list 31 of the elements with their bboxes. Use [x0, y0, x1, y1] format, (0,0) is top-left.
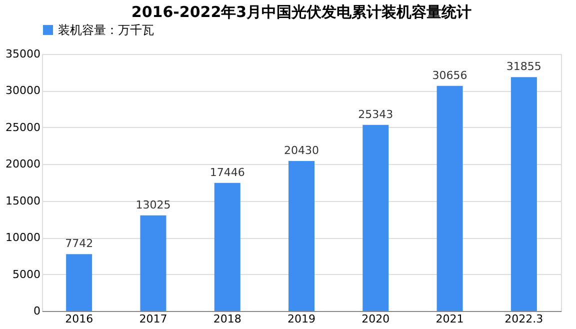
x-tick-label: 2021: [436, 312, 464, 326]
chart-title: 2016-2022年3月中国光伏发电累计装机容量统计: [131, 3, 472, 21]
y-tick-label: 0: [34, 304, 40, 318]
legend-label: 装机容量：万千瓦: [58, 23, 154, 37]
bar: [66, 254, 92, 311]
bar: [362, 124, 389, 311]
data-label: 25343: [358, 108, 394, 121]
y-tick-label: 20000: [6, 158, 40, 171]
y-tick-label: 35000: [6, 48, 40, 60]
x-tick-label: 2016: [65, 312, 94, 326]
bar: [140, 215, 166, 311]
bar: [214, 182, 240, 311]
bar: [288, 160, 314, 311]
y-tick-label: 5000: [12, 268, 40, 281]
y-tick-label: 30000: [6, 84, 40, 98]
bar: [510, 77, 537, 311]
data-label: 30656: [432, 68, 468, 82]
x-tick-label: 2018: [213, 312, 242, 326]
data-label: 31855: [506, 60, 542, 74]
x-tick-label: 2022.3: [504, 312, 544, 326]
y-tick-label: 15000: [6, 194, 40, 208]
bar: [436, 86, 463, 311]
data-label: 13025: [136, 198, 171, 212]
data-label: 17446: [210, 166, 245, 179]
y-tick-label: 10000: [6, 231, 40, 244]
y-tick-label: 25000: [6, 120, 40, 134]
x-tick-label: 2019: [288, 312, 316, 326]
x-tick-label: 2020: [362, 312, 390, 326]
data-label: 20430: [284, 144, 319, 157]
data-label: 7742: [65, 237, 94, 250]
x-tick-label: 2017: [139, 312, 168, 326]
